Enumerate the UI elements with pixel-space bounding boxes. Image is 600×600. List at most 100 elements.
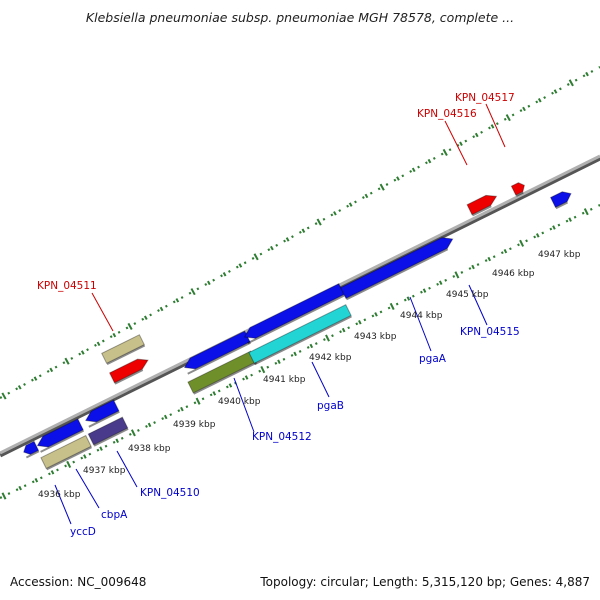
reverse-cds-purple[interactable]	[87, 416, 129, 447]
reverse-tick	[503, 248, 508, 254]
reverse-tick	[163, 414, 168, 420]
forward-tick	[333, 211, 337, 216]
reverse-tick	[260, 366, 266, 374]
scale-tick-label: 4946 kbp	[492, 269, 535, 279]
reverse-tick	[422, 288, 427, 293]
reverse-tick	[147, 422, 152, 428]
gene-label-leader	[91, 292, 114, 332]
forward-tick	[537, 98, 542, 103]
forward-tick	[490, 124, 495, 129]
forward-tick	[364, 193, 369, 199]
gene-label[interactable]: KPN_04510	[140, 487, 200, 499]
gene-label-leader	[409, 296, 432, 352]
gene-label[interactable]: KPN_04516	[417, 108, 477, 120]
reverse-cds-blue[interactable]	[35, 418, 85, 453]
reverse-tick	[99, 446, 103, 451]
reverse-tick	[1, 492, 7, 500]
reverse-tick	[535, 233, 540, 238]
reverse-tick	[130, 429, 136, 437]
gene-label[interactable]: yccD	[70, 526, 96, 538]
gene-label-leader	[54, 484, 72, 525]
forward-tick	[222, 271, 227, 277]
reverse-scale-line	[0, 204, 600, 499]
forward-cds-red[interactable]	[466, 191, 499, 217]
scale-tick-label: 4945 kbp	[446, 290, 489, 300]
gene-label[interactable]: KPN_04512	[252, 431, 312, 443]
gene-label[interactable]: cbpA	[101, 509, 128, 521]
reverse-cds-blue[interactable]	[182, 330, 251, 375]
reverse-tick	[309, 343, 314, 349]
forward-tick	[459, 141, 463, 146]
forward-tick	[522, 106, 526, 112]
forward-tick	[238, 263, 243, 268]
scale-tick-label: 4939 kbp	[173, 420, 216, 430]
forward-cds-red[interactable]	[108, 355, 151, 385]
reverse-tick	[374, 312, 378, 317]
forward-tick	[159, 306, 164, 312]
gene-label-leader	[468, 284, 488, 326]
forward-tick	[49, 367, 54, 373]
gene-label-leader	[116, 450, 138, 488]
forward-tick	[316, 218, 322, 226]
reverse-tick	[438, 280, 443, 286]
reverse-tick	[212, 391, 217, 396]
reverse-tick	[389, 302, 395, 311]
reverse-tick	[293, 351, 297, 357]
gene-label[interactable]: KPN_04517	[455, 92, 515, 104]
reverse-tick	[83, 454, 87, 459]
forward-tick	[301, 228, 306, 233]
forward-tick	[348, 202, 353, 207]
reverse-tick	[583, 208, 589, 216]
reverse-tick	[406, 296, 411, 301]
reverse-tick	[519, 239, 525, 247]
reverse-cds-blue[interactable]	[83, 399, 120, 428]
forward-tick	[127, 322, 133, 330]
forward-tick	[64, 357, 70, 365]
forward-tick	[143, 315, 148, 320]
gene-label[interactable]: pgaA	[419, 353, 447, 365]
reverse-tick	[228, 383, 233, 388]
reverse-tick	[358, 320, 362, 325]
reverse-cds-blue[interactable]	[549, 189, 574, 210]
gene-label-leader	[485, 103, 506, 148]
forward-tick	[33, 376, 38, 381]
scale-tick-label: 4937 kbp	[83, 466, 126, 476]
topology-text: Topology: circular; Length: 5,315,120 bp…	[260, 575, 590, 589]
reverse-tick	[50, 470, 55, 475]
forward-tick	[442, 148, 448, 156]
scale-tick-label: 4938 kbp	[128, 444, 171, 454]
reverse-tick	[552, 225, 556, 230]
forward-tick	[253, 253, 259, 261]
gene-label-leader	[75, 468, 100, 509]
scale-tick-label: 4936 kbp	[38, 490, 81, 500]
reverse-tick	[341, 327, 346, 333]
forward-cds-red-small[interactable]	[510, 181, 527, 197]
forward-tick	[1, 392, 7, 400]
scale-tick-label: 4941 kbp	[263, 375, 306, 385]
scale-tick-label: 4942 kbp	[309, 353, 352, 363]
reverse-cds-khaki[interactable]	[40, 434, 92, 471]
scale-tick-label: 4943 kbp	[354, 332, 397, 342]
forward-tick	[96, 341, 101, 347]
gene-label[interactable]: KPN_04515	[460, 326, 520, 338]
forward-tick	[17, 385, 22, 390]
gene-label[interactable]: KPN_04511	[37, 280, 97, 292]
reverse-cds-blue[interactable]	[339, 234, 456, 301]
forward-tick	[270, 245, 274, 251]
reverse-cds-blue[interactable]	[22, 440, 40, 459]
forward-tick	[411, 167, 416, 173]
forward-tick	[379, 183, 385, 191]
forward-tick	[427, 158, 432, 164]
forward-tick	[80, 350, 85, 355]
scale-tick-label: 4944 kbp	[400, 311, 443, 321]
reverse-tick	[568, 217, 572, 222]
forward-cds-olive[interactable]	[101, 334, 146, 366]
reverse-cds-cyan[interactable]	[248, 304, 352, 366]
gene-label[interactable]: pgaB	[317, 400, 344, 412]
accession-text: Accession: NC_009648	[10, 575, 147, 589]
forward-tick	[585, 71, 589, 77]
gene-label-leader	[444, 120, 468, 166]
reverse-tick	[244, 375, 249, 380]
forward-tick	[190, 288, 196, 296]
